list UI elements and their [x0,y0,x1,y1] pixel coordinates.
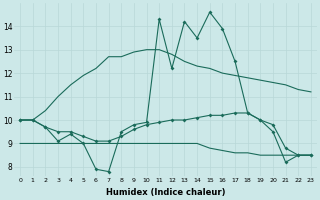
X-axis label: Humidex (Indice chaleur): Humidex (Indice chaleur) [106,188,225,197]
